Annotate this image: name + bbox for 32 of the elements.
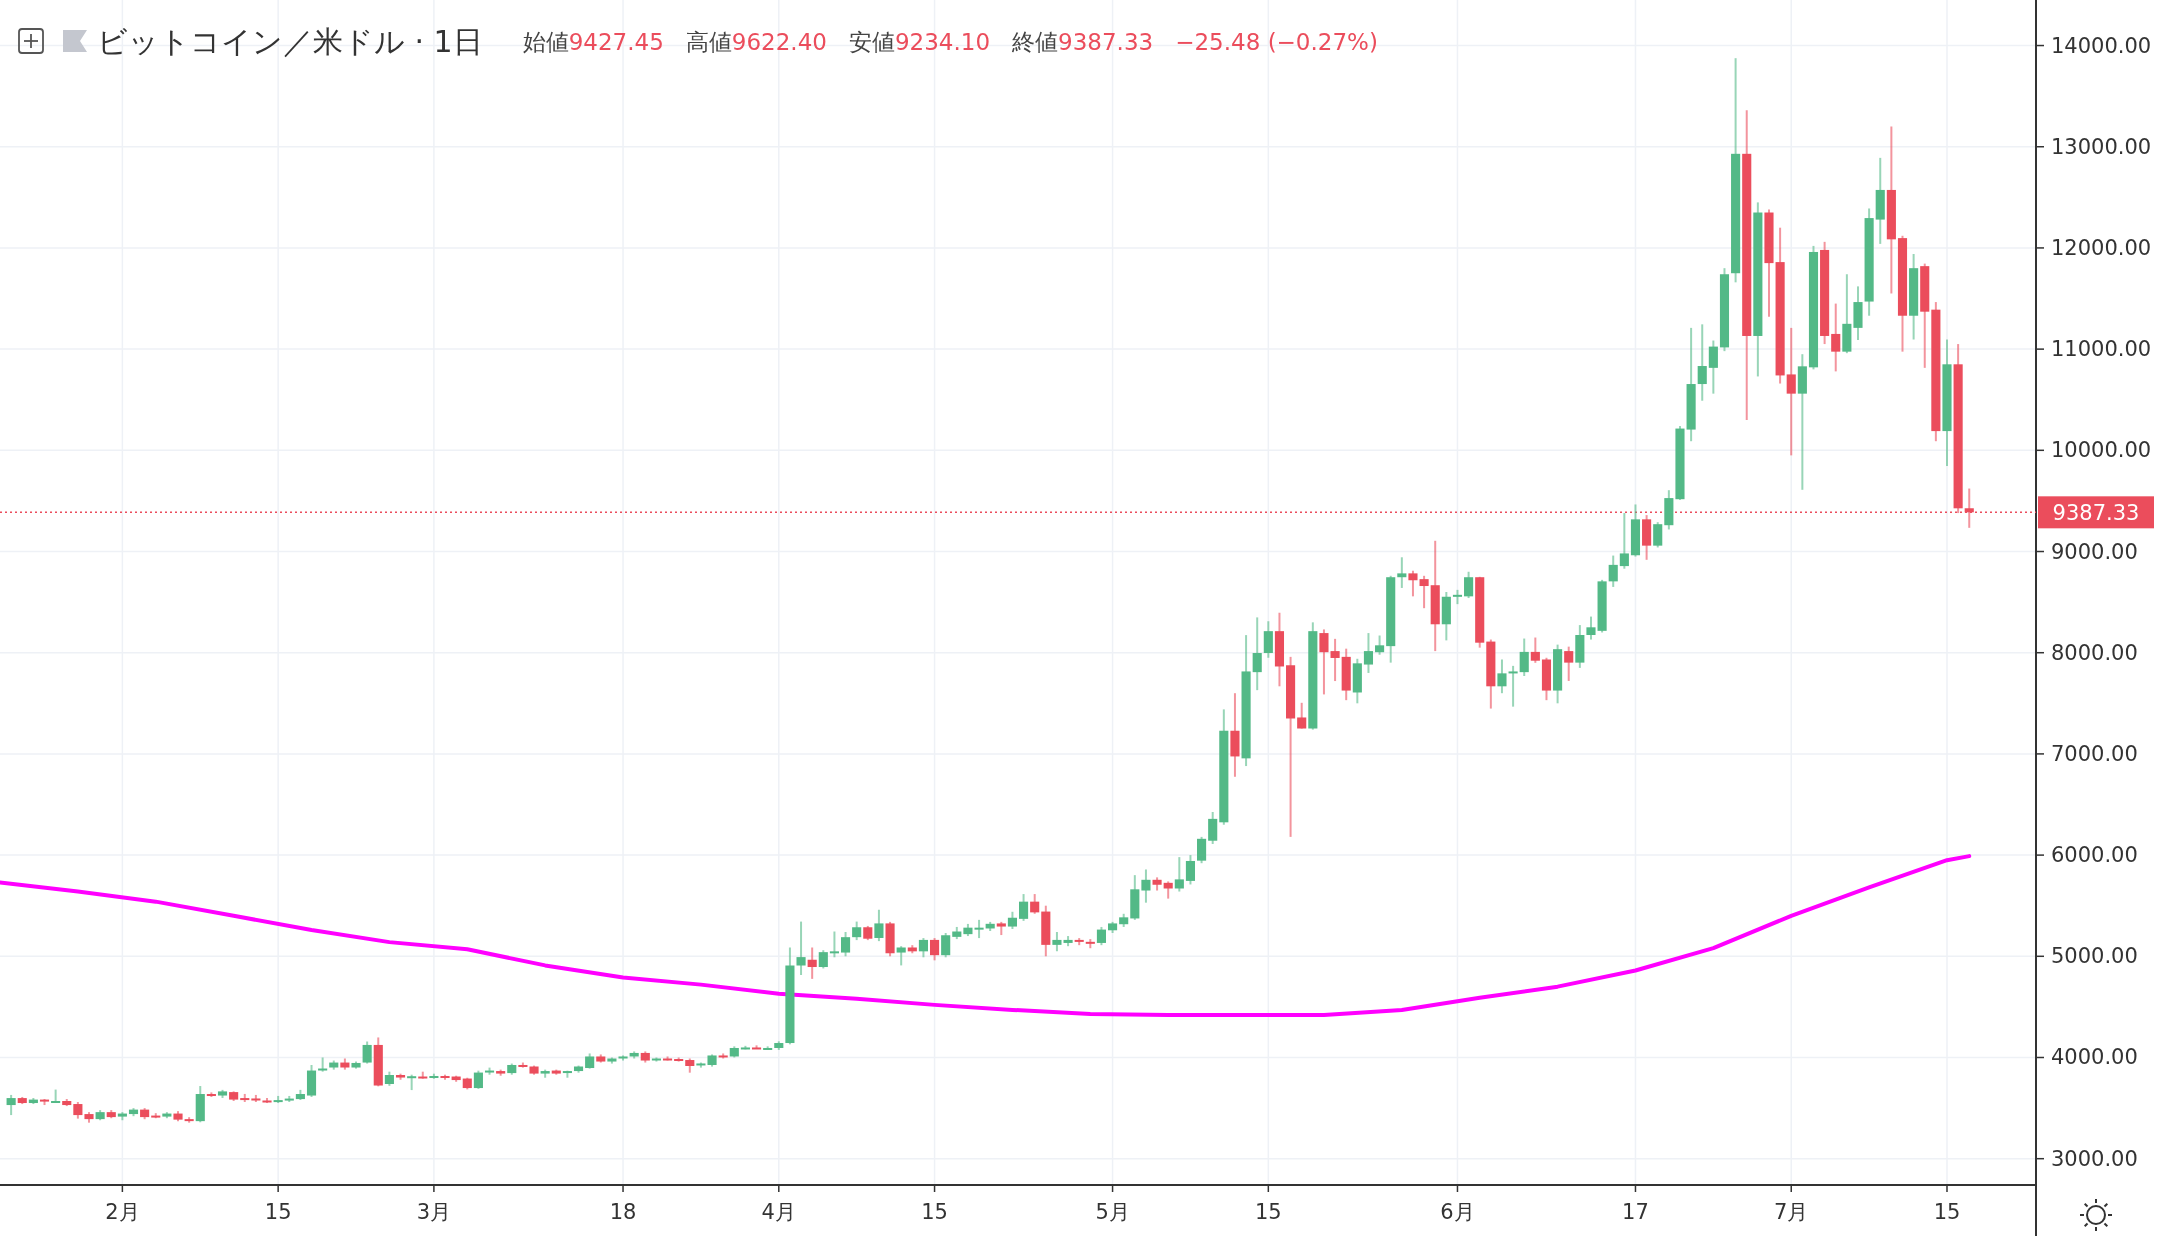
y-tick-label: 7000.00 bbox=[2051, 741, 2138, 766]
y-tick-label: 4000.00 bbox=[2051, 1045, 2138, 1070]
x-tick-label: 3月 bbox=[416, 1200, 452, 1224]
annotation: −25.48 (−0.27%) bbox=[1175, 29, 1378, 55]
x-tick-label: 15 bbox=[1254, 1200, 1282, 1224]
y-tick-label: 10000.00 bbox=[2051, 438, 2152, 463]
y-tick-label: 11000.00 bbox=[2051, 337, 2152, 362]
x-tick-label: 5月 bbox=[1095, 1200, 1130, 1224]
y-tick-label: 9000.00 bbox=[2051, 539, 2138, 564]
annotation: 安値9234.10 bbox=[848, 29, 991, 55]
x-tick-label: 17 bbox=[1622, 1200, 1649, 1224]
y-tick-label: 6000.00 bbox=[2051, 843, 2138, 868]
x-tick-label: 2月 bbox=[105, 1200, 140, 1224]
y-tick-label: 14000.00 bbox=[2051, 33, 2152, 58]
x-tick-label: 6月 bbox=[1440, 1200, 1475, 1224]
y-tick-label: 13000.00 bbox=[2051, 134, 2152, 159]
text: ビットコイン／米ドル · 1日 bbox=[97, 24, 483, 59]
y-tick-label: 5000.00 bbox=[2051, 944, 2138, 969]
y-tick-label: 12000.00 bbox=[2051, 235, 2152, 260]
x-tick-label: 15 bbox=[1933, 1200, 1961, 1224]
ref-line-label: 9387.33 bbox=[2052, 501, 2140, 526]
x-tick-label: 7月 bbox=[1774, 1200, 1809, 1224]
x-tick-label: 18 bbox=[609, 1200, 637, 1224]
x-tick-label: 4月 bbox=[761, 1200, 796, 1224]
y-tick-label: 3000.00 bbox=[2051, 1146, 2138, 1171]
annotation: 始値9427.45 bbox=[522, 29, 664, 55]
x-tick-label: 15 bbox=[921, 1200, 948, 1224]
y-tick-label: 8000.00 bbox=[2051, 640, 2138, 665]
x-tick-label: 15 bbox=[264, 1200, 292, 1224]
annotation: 高値9622.40 bbox=[685, 29, 827, 55]
candlestick bbox=[318, 1056, 328, 1073]
annotation: 終値9387.33 bbox=[1011, 29, 1154, 55]
